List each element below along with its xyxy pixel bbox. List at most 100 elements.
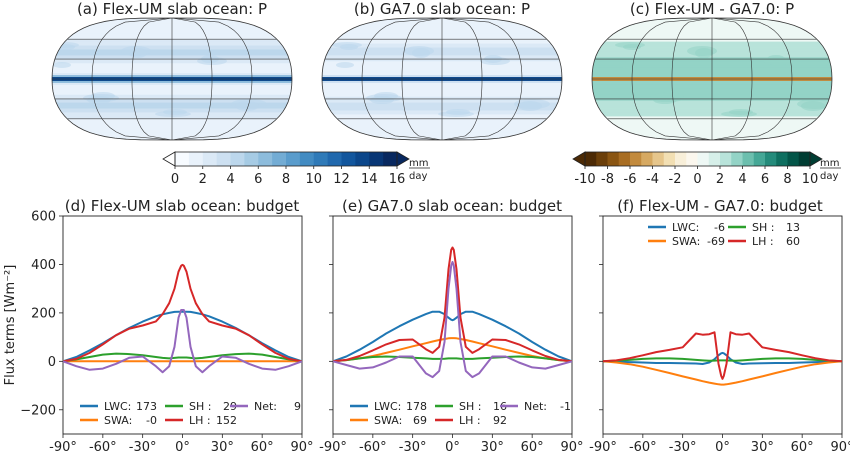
legend-label: LH : — [189, 414, 211, 427]
colorbar-diff-unit-top: mm — [820, 158, 839, 169]
x-tick-label: 30° — [481, 440, 504, 453]
colorbar-tick-label: 10 — [802, 172, 819, 187]
legend-entry: SH :16 — [435, 400, 507, 413]
legend-label: LWC: — [104, 400, 131, 413]
map-c-precip-diff — [591, 17, 833, 141]
colorbar-precip-unit-top: mm — [409, 158, 428, 169]
legend-label: SWA: — [672, 235, 700, 248]
legend-value: 69 — [413, 414, 427, 427]
legend-value: 152 — [216, 414, 237, 427]
colorbar-tick-label: 12 — [333, 172, 350, 187]
map-a-precip-flex — [51, 17, 293, 141]
legend-entry: LWC: 173 — [80, 400, 157, 413]
map-a-title: (a) Flex-UM slab ocean: P — [77, 0, 267, 18]
series-line-lwc — [332, 310, 573, 363]
legend-entry: SWA: 69 — [350, 414, 427, 427]
legend-entry: Net: -1 — [500, 400, 571, 413]
legend-value: -0 — [146, 414, 157, 427]
colorbar-tick-label: -4 — [646, 172, 659, 187]
series-line-lh — [332, 246, 573, 363]
legend-value: 178 — [406, 400, 427, 413]
colorbar-tick-label: 10 — [305, 172, 322, 187]
x-tick-label: 0° — [445, 440, 460, 453]
x-tick-label: 30° — [751, 440, 774, 453]
legend-entry: LH : 60 — [728, 235, 800, 248]
colorbar-tick-label: 4 — [738, 172, 746, 187]
x-tick-label: 30° — [211, 440, 234, 453]
chart-d-title: (d) Flex-UM slab ocean: budget — [65, 197, 300, 215]
x-tick-label: 60° — [251, 440, 274, 453]
legend-value: 9 — [294, 400, 301, 413]
y-tick-label: 400 — [31, 258, 56, 273]
x-tick-label: 90° — [560, 440, 583, 453]
legend-entry: LH : 92 — [435, 414, 507, 427]
colorbar-tick-label: 0 — [693, 172, 701, 187]
legend-entry: LH : 152 — [165, 414, 237, 427]
map-b-title: (b) GA7.0 slab ocean: P — [354, 0, 530, 18]
colorbar-tick-label: -2 — [669, 172, 682, 187]
colorbar-tick-label: 2 — [199, 172, 207, 187]
colorbar-precip-unit-bottom: day — [409, 171, 427, 182]
x-tick-label: 60° — [791, 440, 814, 453]
legend-value: -1 — [560, 400, 571, 413]
legend-label: SWA: — [374, 414, 402, 427]
legend-entry: LWC: -6 — [648, 221, 725, 234]
series-line-sh — [332, 355, 573, 363]
x-tick-label: 60° — [521, 440, 544, 453]
colorbar-tick-label: -8 — [601, 172, 614, 187]
x-tick-label: 90° — [830, 440, 850, 453]
colorbar-diff-unit-bottom: day — [820, 171, 838, 182]
x-tick-label: -90° — [589, 440, 617, 453]
x-tick-label: 0° — [715, 440, 730, 453]
x-tick-label: 90° — [290, 440, 313, 453]
colorbar-tick-label: 14 — [361, 172, 378, 187]
series-line-net — [332, 261, 573, 379]
legend-entry: SWA: -69 — [648, 235, 725, 248]
legend-value: 60 — [786, 235, 800, 248]
legend-value: 92 — [493, 414, 507, 427]
legend-value: 173 — [136, 400, 157, 413]
legend-label: LH : — [459, 414, 481, 427]
y-axis-label: Flux terms [Wm⁻²] — [3, 265, 18, 386]
legend-value: -6 — [714, 221, 725, 234]
colorbar-tick-label: 8 — [282, 172, 290, 187]
legend-value: 13 — [786, 221, 800, 234]
x-tick-label: -30° — [129, 440, 157, 453]
chart-e-budget-ga: -90° -60° -30° 0° 30° 60° 90° LWC: 178 SWA: 69 SH :… — [319, 215, 584, 453]
legend-label: SH : — [752, 221, 774, 234]
x-tick-label: -90° — [49, 440, 77, 453]
legend-label: SWA: — [104, 414, 132, 427]
x-tick-label: -30° — [669, 440, 697, 453]
colorbar-tick-label: 6 — [254, 172, 262, 187]
series-line-lh — [602, 331, 843, 380]
legend-label: LWC: — [672, 221, 699, 234]
x-tick-label: -90° — [319, 440, 347, 453]
x-tick-label: -60° — [89, 440, 117, 453]
legend-value: -69 — [707, 235, 725, 248]
legend-label: SH : — [459, 400, 481, 413]
chart-d-budget-flex: 600 400 200 0 −200 -90° -60° -30° 0° 30° 60° 90° LWC… — [20, 210, 313, 453]
colorbar-tick-label: 0 — [171, 172, 179, 187]
colorbar-tick-label: 8 — [783, 172, 791, 187]
chart-f-title: (f) Flex-UM - GA7.0: budget — [617, 197, 823, 215]
x-tick-label: -60° — [629, 440, 657, 453]
series-line-lwc — [602, 351, 843, 365]
y-tick-label: 0 — [48, 355, 56, 370]
map-b-precip-ga — [321, 17, 563, 141]
colorbar-tick-label: 4 — [226, 172, 234, 187]
map-c-title: (c) Flex-UM - GA7.0: P — [630, 0, 794, 18]
y-tick-label: −200 — [20, 403, 56, 418]
chart-e-title: (e) GA7.0 slab ocean: budget — [342, 197, 562, 215]
legend-entry: SH :29 — [165, 400, 237, 413]
legend-entry: SWA: -0 — [80, 414, 157, 427]
legend-entry: SH : 13 — [728, 221, 800, 234]
legend-entry: LWC: 178 — [350, 400, 427, 413]
legend-entry: Net: 9 — [230, 400, 301, 413]
legend-label: Net: — [254, 400, 277, 413]
x-tick-label: 0° — [175, 440, 190, 453]
colorbar-diff: -10 -8 -6 -4 -2 0 2 4 6 8 10 — [572, 151, 823, 187]
x-tick-label: -60° — [359, 440, 387, 453]
series-line-swa — [602, 360, 843, 386]
